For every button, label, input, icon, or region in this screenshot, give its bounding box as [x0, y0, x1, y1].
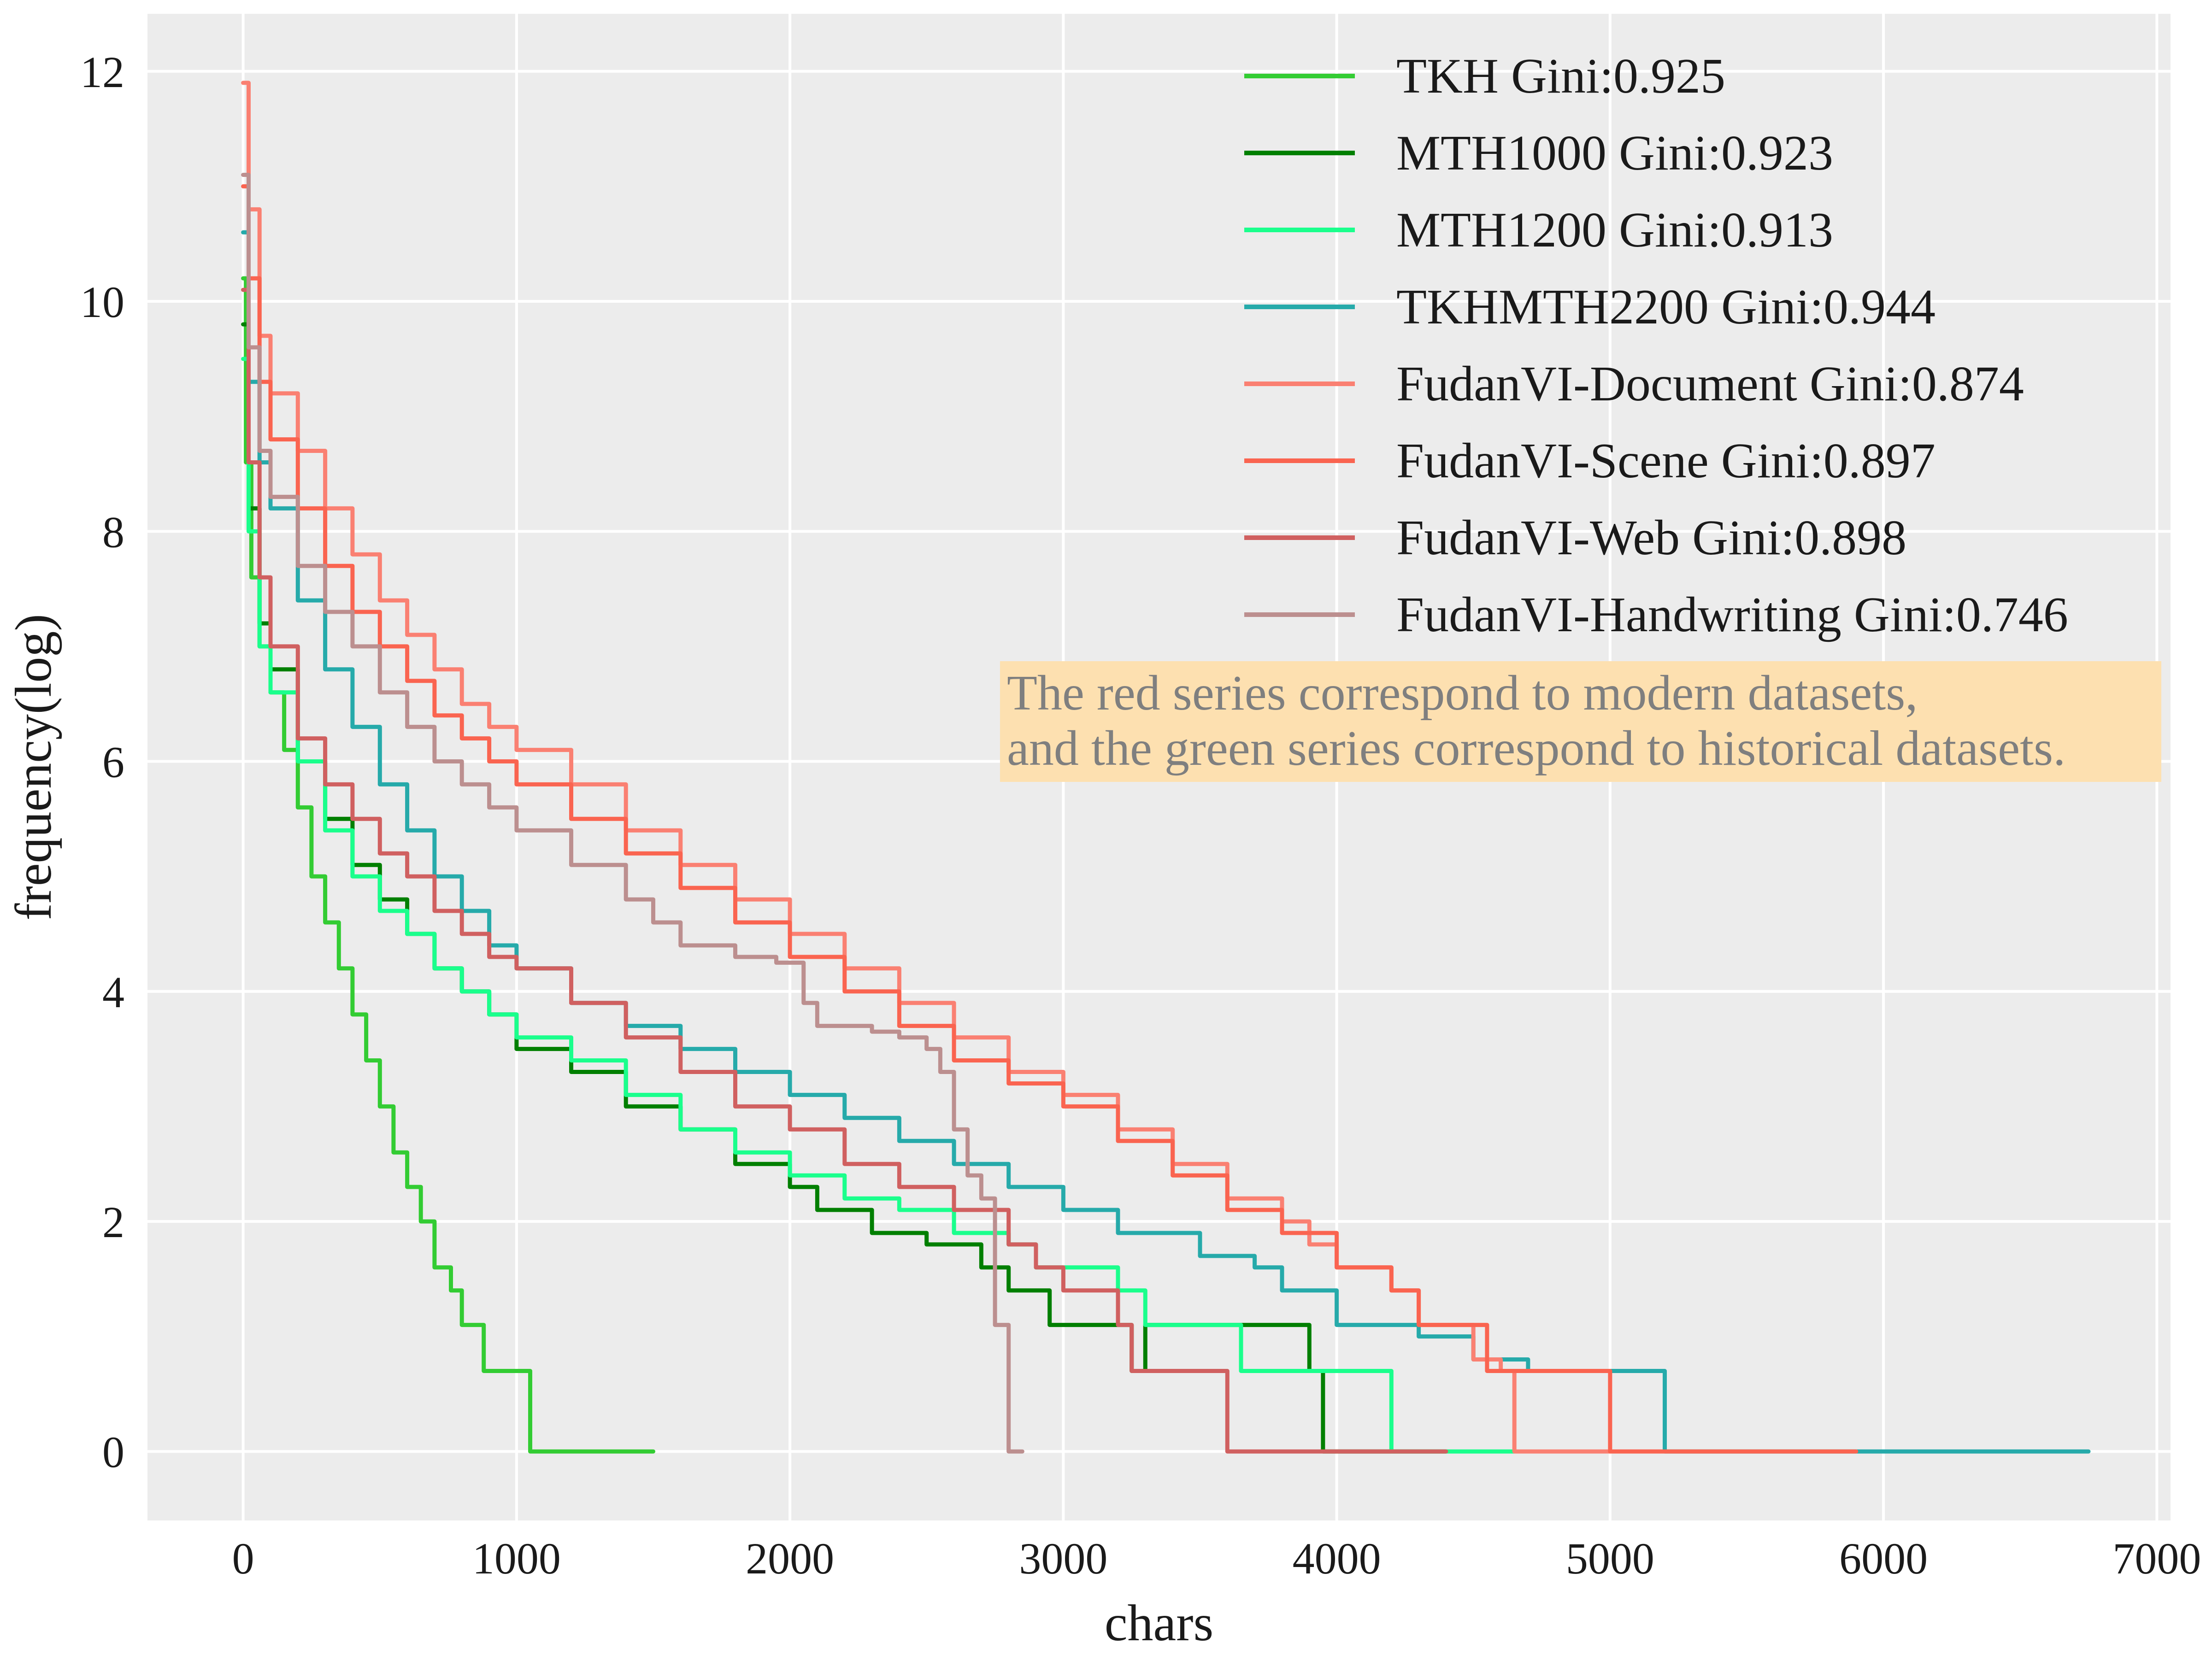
- legend-label: MTH1000 Gini:0.923: [1396, 126, 1833, 181]
- annotation-line-2: and the green series correspond to histo…: [1007, 721, 2065, 776]
- legend-label: MTH1200 Gini:0.913: [1396, 203, 1833, 258]
- series-line-4: [241, 230, 2091, 1454]
- x-tick-label: 3000: [1019, 1534, 1107, 1583]
- x-tick-label: 6000: [1839, 1534, 1928, 1583]
- series-lines: [241, 81, 2091, 1454]
- legend-label: TKH Gini:0.925: [1396, 49, 1725, 104]
- annotation-line-1: The red series correspond to modern data…: [1007, 666, 1918, 721]
- x-axis-label: chars: [1105, 1595, 1213, 1652]
- legend-label: FudanVI-Web Gini:0.898: [1396, 511, 1906, 565]
- legend-label: TKHMTH2200 Gini:0.944: [1396, 280, 1936, 335]
- x-tick-label: 0: [232, 1534, 254, 1583]
- series-line-8: [241, 173, 1024, 1454]
- y-tick-label: 8: [102, 507, 124, 557]
- x-axis-ticks: 0 1000 2000 3000 4000 5000 6000 7000: [232, 1534, 2201, 1583]
- y-tick-label: 10: [80, 277, 124, 327]
- legend-label: FudanVI-Scene Gini:0.897: [1396, 434, 1936, 488]
- x-tick-label: 2000: [746, 1534, 834, 1583]
- legend: TKH Gini:0.925 MTH1000 Gini:0.923 MTH1200 …: [1244, 49, 2068, 642]
- annotation-box: The red series correspond to modern data…: [1000, 661, 2161, 782]
- y-tick-label: 2: [102, 1197, 124, 1247]
- x-tick-label: 5000: [1566, 1534, 1654, 1583]
- annotation-background: [1000, 661, 2161, 782]
- y-tick-label: 4: [102, 968, 124, 1017]
- x-tick-label: 4000: [1293, 1534, 1381, 1583]
- x-tick-label: 1000: [472, 1534, 561, 1583]
- legend-label: FudanVI-Handwriting Gini:0.746: [1396, 587, 2068, 642]
- y-axis-label: frequency(log): [5, 614, 62, 920]
- x-tick-label: 7000: [2112, 1534, 2201, 1583]
- y-tick-label: 12: [80, 47, 124, 97]
- grid: [147, 14, 2171, 1520]
- y-axis-ticks: 0 2 4 6 8 10 12: [80, 47, 124, 1477]
- legend-label: FudanVI-Document Gini:0.874: [1396, 357, 2024, 411]
- y-tick-label: 6: [102, 738, 124, 787]
- y-tick-label: 0: [102, 1427, 124, 1477]
- series-line-6: [241, 184, 1859, 1454]
- series-line-7: [241, 288, 1448, 1454]
